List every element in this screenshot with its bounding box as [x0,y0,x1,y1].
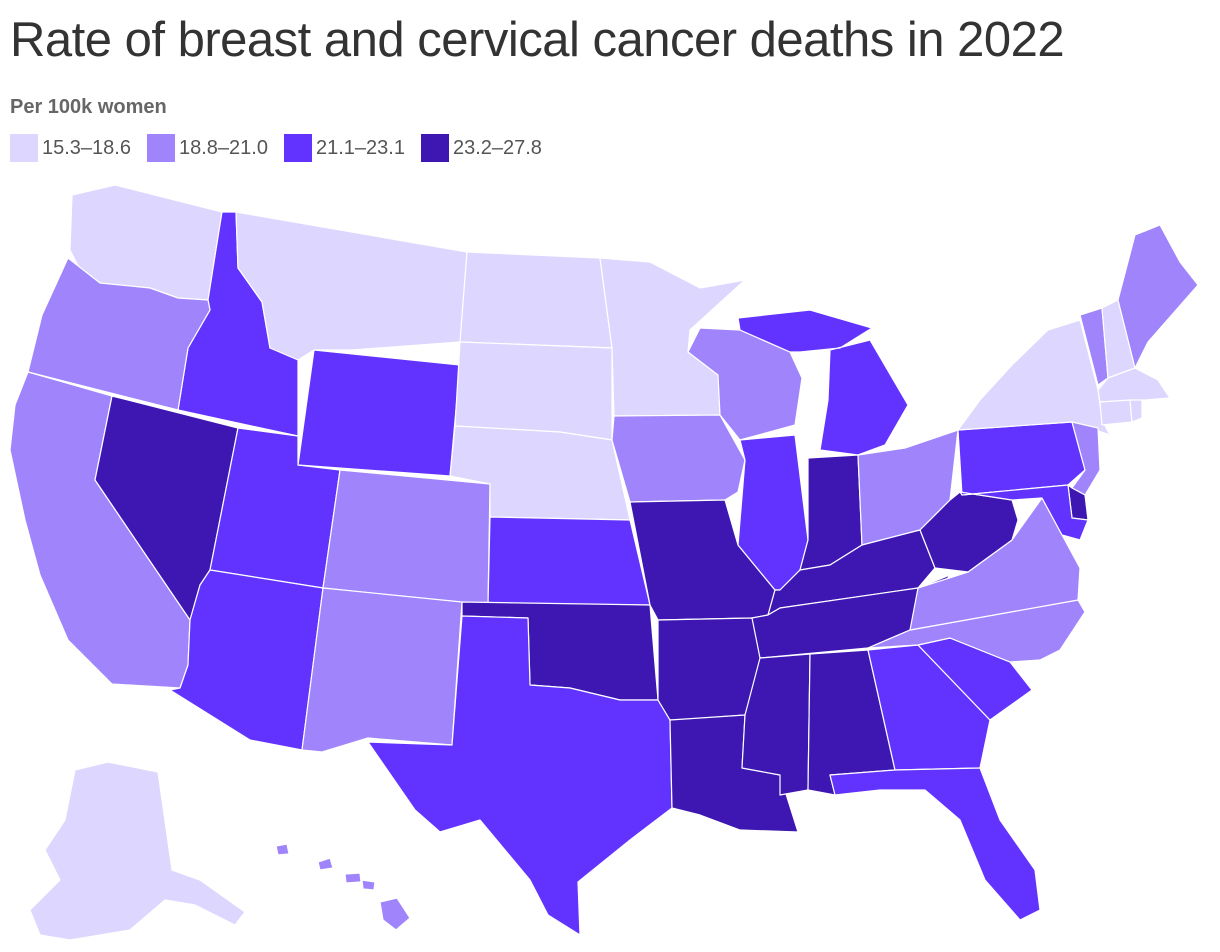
state-ks[interactable] [487,516,651,606]
legend-item-1: 15.3–18.6 [10,134,131,162]
state-me[interactable] [1117,224,1199,369]
state-ia[interactable] [611,414,746,503]
state-co[interactable] [322,469,491,606]
legend-swatch-3 [283,134,312,162]
legend: 15.3–18.6 18.8–21.0 21.1–23.1 23.2–27.8 [10,134,558,162]
us-choropleth-map [9,184,1199,941]
legend-label-2: 18.8–21.0 [178,136,268,159]
chart-title: Rate of breast and cervical cancer death… [10,13,1065,67]
state-mt[interactable] [235,211,468,361]
state-sd[interactable] [454,341,613,441]
state-ak[interactable] [29,761,246,941]
state-fl[interactable] [829,767,1041,921]
state-or[interactable] [27,257,211,411]
state-tx[interactable] [367,615,673,936]
state-nd[interactable] [459,251,613,349]
state-pa[interactable] [957,421,1086,496]
legend-label-4: 23.2–27.8 [452,136,542,159]
state-hi[interactable] [275,843,411,931]
legend-label-1: 15.3–18.6 [42,136,131,159]
legend-swatch-4 [420,134,449,162]
state-nm[interactable] [301,587,463,753]
legend-label-3: 21.1–23.1 [315,136,405,159]
legend-swatch-2 [146,134,175,162]
state-mi[interactable] [737,309,909,456]
state-wi[interactable] [687,327,803,441]
chart-subtitle: Per 100k women [10,96,167,118]
legend-item-3: 21.1–23.1 [283,134,405,162]
state-wy[interactable] [297,349,461,477]
legend-swatch-1 [10,134,38,162]
legend-item-4: 23.2–27.8 [420,134,542,162]
state-ct[interactable] [1099,399,1133,426]
state-nc[interactable] [867,599,1086,663]
state-md[interactable] [959,484,1089,541]
legend-item-2: 18.8–21.0 [146,134,268,162]
state-ri[interactable] [1129,399,1143,423]
